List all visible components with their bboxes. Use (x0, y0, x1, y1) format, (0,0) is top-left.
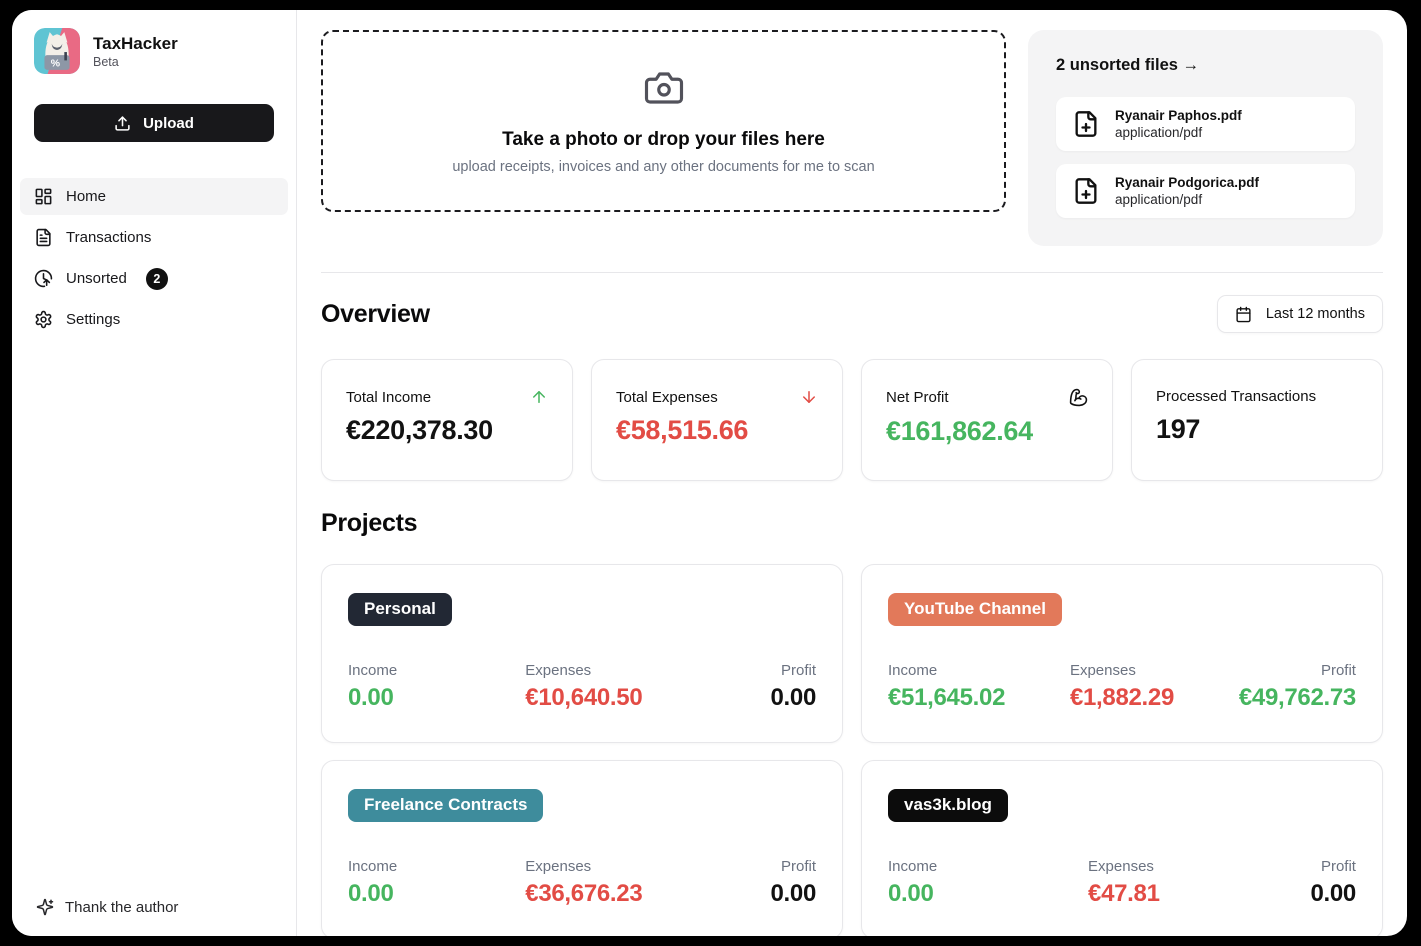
stat-label: Processed Transactions (1156, 388, 1317, 405)
file-type: application/pdf (1115, 125, 1203, 140)
brand: % TaxHacker Beta (20, 28, 288, 74)
project-expenses: Expenses €36,676.23 (525, 858, 643, 907)
sidebar-item-unsorted[interactable]: Unsorted 2 (20, 260, 288, 297)
file-name: Ryanair Paphos.pdf (1115, 108, 1242, 123)
sidebar-item-label: Home (66, 188, 107, 205)
file-text-icon (34, 228, 53, 247)
project-profit: Profit 0.00 (770, 662, 816, 711)
upload-button[interactable]: Upload (34, 104, 274, 142)
file-type: application/pdf (1115, 192, 1203, 207)
thank-the-author-label: Thank the author (65, 898, 179, 916)
arrow-down-icon (800, 388, 818, 406)
file-item[interactable]: Ryanair Podgorica.pdf application/pdf (1056, 164, 1355, 218)
sidebar-item-label: Transactions (66, 229, 152, 246)
thank-the-author-link[interactable]: Thank the author (20, 898, 288, 916)
projects-grid: Personal Income 0.00 Expenses €10,640.50… (321, 564, 1383, 936)
brand-text: TaxHacker Beta (93, 33, 178, 69)
overview-header: Overview Last 12 months (321, 295, 1383, 333)
project-card-freelance-contracts[interactable]: Freelance Contracts Income 0.00 Expenses… (321, 760, 843, 936)
file-dropzone[interactable]: Take a photo or drop your files here upl… (321, 30, 1006, 212)
stat-value: €220,378.30 (346, 415, 493, 445)
sidebar-item-transactions[interactable]: Transactions (20, 219, 288, 256)
project-badge: Freelance Contracts (348, 789, 544, 822)
project-profit: Profit 0.00 (770, 858, 816, 907)
project-expenses: Expenses €47.81 (1088, 858, 1160, 907)
unsorted-count-badge: 2 (145, 267, 168, 290)
sidebar-item-home[interactable]: Home (20, 178, 288, 215)
biceps-icon (1069, 388, 1088, 407)
overview-title: Overview (321, 299, 430, 328)
sidebar-item-label: Settings (66, 311, 121, 328)
main-content: Take a photo or drop your files here upl… (297, 10, 1407, 936)
dropzone-subtitle: upload receipts, invoices and any other … (452, 159, 875, 175)
stat-label: Net Profit (886, 389, 949, 406)
project-expenses: Expenses €10,640.50 (525, 662, 643, 711)
app-window: % TaxHacker Beta Upload (12, 10, 1407, 936)
upload-button-label: Upload (143, 114, 194, 132)
project-badge: YouTube Channel (888, 593, 1062, 626)
project-card-personal[interactable]: Personal Income 0.00 Expenses €10,640.50… (321, 564, 843, 743)
calendar-icon (1235, 306, 1252, 323)
project-profit: Profit €49,762.73 (1238, 662, 1356, 711)
arrow-up-icon (530, 388, 548, 406)
project-income: Income 0.00 (888, 858, 938, 907)
stat-card-total-income: Total Income €220,378.30 (321, 359, 573, 481)
gear-icon (34, 310, 53, 329)
stat-label: Total Income (346, 388, 432, 406)
stat-card-net-profit: Net Profit €161,862.64 (861, 359, 1113, 481)
project-card-vas3k-blog[interactable]: vas3k.blog Income 0.00 Expenses €47.81 P… (861, 760, 1383, 936)
beta-badge: Beta (93, 55, 119, 70)
file-name: Ryanair Podgorica.pdf (1115, 175, 1260, 190)
upload-icon (114, 115, 131, 132)
stat-value: €58,515.66 (616, 415, 749, 445)
sidebar-nav: Home Transactions Unsort (20, 178, 288, 338)
file-plus-icon (1072, 177, 1100, 205)
unsorted-files-title[interactable]: 2 unsorted files → (1056, 56, 1200, 74)
project-profit: Profit 0.00 (1310, 858, 1356, 907)
stat-value: 197 (1156, 414, 1201, 444)
sparkles-icon (36, 898, 54, 916)
unsorted-file-list: Ryanair Paphos.pdf application/pdf (1056, 97, 1355, 218)
file-item-text: Ryanair Podgorica.pdf application/pdf (1115, 175, 1259, 207)
app-title: TaxHacker (93, 33, 178, 53)
dashboard-icon (34, 187, 53, 206)
section-divider (321, 272, 1383, 273)
project-income: Income 0.00 (348, 662, 398, 711)
stat-value: €161,862.64 (886, 416, 1033, 446)
dropzone-title: Take a photo or drop your files here (502, 129, 825, 150)
sidebar-item-settings[interactable]: Settings (20, 301, 288, 338)
camera-icon (643, 67, 685, 109)
file-plus-icon (1072, 110, 1100, 138)
project-card-youtube-channel[interactable]: YouTube Channel Income €51,645.02 Expens… (861, 564, 1383, 743)
sidebar: % TaxHacker Beta Upload (12, 10, 297, 936)
overview-stats: Total Income €220,378.30 Total Expenses (321, 359, 1383, 481)
stat-card-total-expenses: Total Expenses €58,515.66 (591, 359, 843, 481)
taxhacker-logo: % (34, 28, 80, 74)
svg-text:%: % (51, 59, 60, 70)
file-item[interactable]: Ryanair Paphos.pdf application/pdf (1056, 97, 1355, 151)
project-expenses: Expenses €1,882.29 (1069, 662, 1175, 711)
project-badge: Personal (348, 593, 452, 626)
clock-arrow-icon (34, 269, 53, 288)
project-income: Income 0.00 (348, 858, 398, 907)
file-item-text: Ryanair Paphos.pdf application/pdf (1115, 108, 1242, 140)
period-selector-button[interactable]: Last 12 months (1216, 295, 1383, 333)
stat-label: Total Expenses (616, 388, 718, 406)
sidebar-item-label: Unsorted (66, 270, 127, 287)
projects-title: Projects (321, 509, 418, 537)
project-badge: vas3k.blog (888, 789, 1008, 822)
stat-card-processed-transactions: Processed Transactions 197 (1131, 359, 1383, 481)
unsorted-files-panel: 2 unsorted files → Ryanair Paphos.pdf ap… (1028, 30, 1383, 246)
uploader-row: Take a photo or drop your files here upl… (321, 30, 1383, 246)
project-income: Income €51,645.02 (888, 662, 1006, 711)
period-selector-label: Last 12 months (1265, 306, 1365, 322)
